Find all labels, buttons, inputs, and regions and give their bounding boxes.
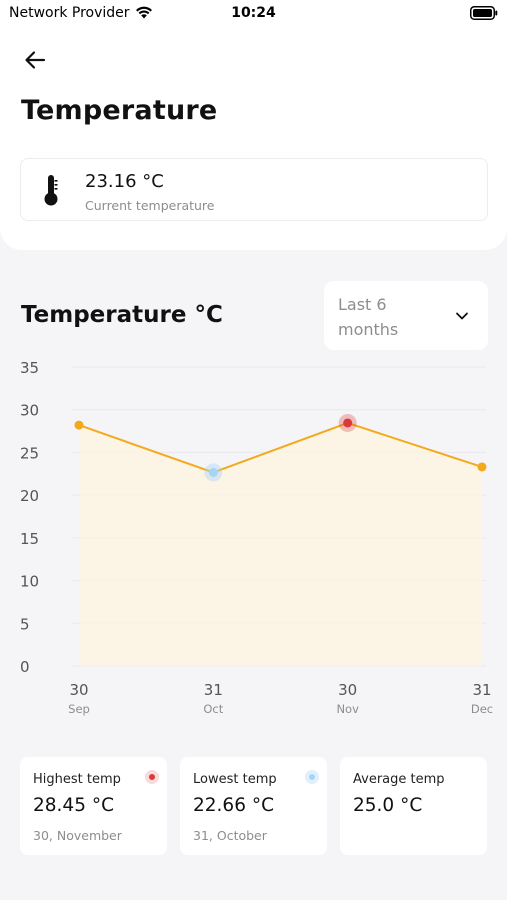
x-tick-day: 30 [69,681,88,699]
x-tick-month: Oct [203,702,223,716]
x-tick-month: Nov [336,702,359,716]
wifi-icon [136,6,152,19]
highest-temp-label: Highest temp [33,772,121,787]
current-temperature-label: Current temperature [85,198,215,213]
y-tick-label: 0 [20,658,30,676]
y-tick-label: 15 [20,530,39,548]
y-tick-label: 20 [20,487,39,505]
y-tick-label: 5 [20,615,30,633]
back-button[interactable] [18,46,52,74]
current-temperature-card: 23.16 °C Current temperature [20,158,488,221]
average-temp-value: 25.0 °C [353,795,423,816]
lowest-point [208,467,218,477]
lowest-temp-dot-icon [305,770,319,784]
data-point [74,420,84,430]
series-line [78,421,483,474]
y-tick-label: 25 [20,444,39,462]
area-fill [79,422,482,666]
data-point [477,462,487,472]
x-tick-day: 31 [204,681,223,699]
range-dropdown-value: Last 6 months [338,295,399,339]
arrow-left-icon [25,51,46,69]
highest-temp-value: 28.45 °C [33,795,115,816]
y-tick-label: 35 [20,359,39,377]
carrier-name: Network Provider [9,5,130,21]
thermometer-icon [44,175,58,206]
chart-title: Temperature °C [21,302,223,328]
lowest-temp-date: 31, October [193,828,267,843]
highest-temp-date: 30, November [33,828,122,843]
y-tick-label: 30 [20,402,39,420]
current-temperature-value: 23.16 °C [85,171,164,192]
chevron-down-icon [456,312,468,320]
page-title: Temperature [21,95,218,126]
x-tick-day: 31 [472,681,491,699]
x-tick-month: Dec [471,702,493,716]
highest-temp-dot-icon [145,770,159,784]
x-tick-day: 30 [338,681,357,699]
lowest-temp-label: Lowest temp [193,772,277,787]
range-dropdown[interactable]: Last 6 months [324,281,488,350]
lowest-temp-card: Lowest temp 22.66 °C 31, October [180,757,327,855]
status-bar: Network Provider 10:24 [0,0,507,28]
y-tick-label: 10 [20,573,39,591]
highest-point [343,418,353,428]
highest-temp-card: Highest temp 28.45 °C 30, November [20,757,167,855]
temperature-line-chart: 0 5 10 15 20 25 30 35 30 Sep 31 Oct 30 Nov 31 Dec [20,359,493,716]
average-temp-card: Average temp 25.0 °C [340,757,487,855]
x-tick-month: Sep [68,702,90,716]
average-temp-label: Average temp [353,772,445,787]
lowest-temp-value: 22.66 °C [193,795,275,816]
battery-icon [470,6,498,20]
